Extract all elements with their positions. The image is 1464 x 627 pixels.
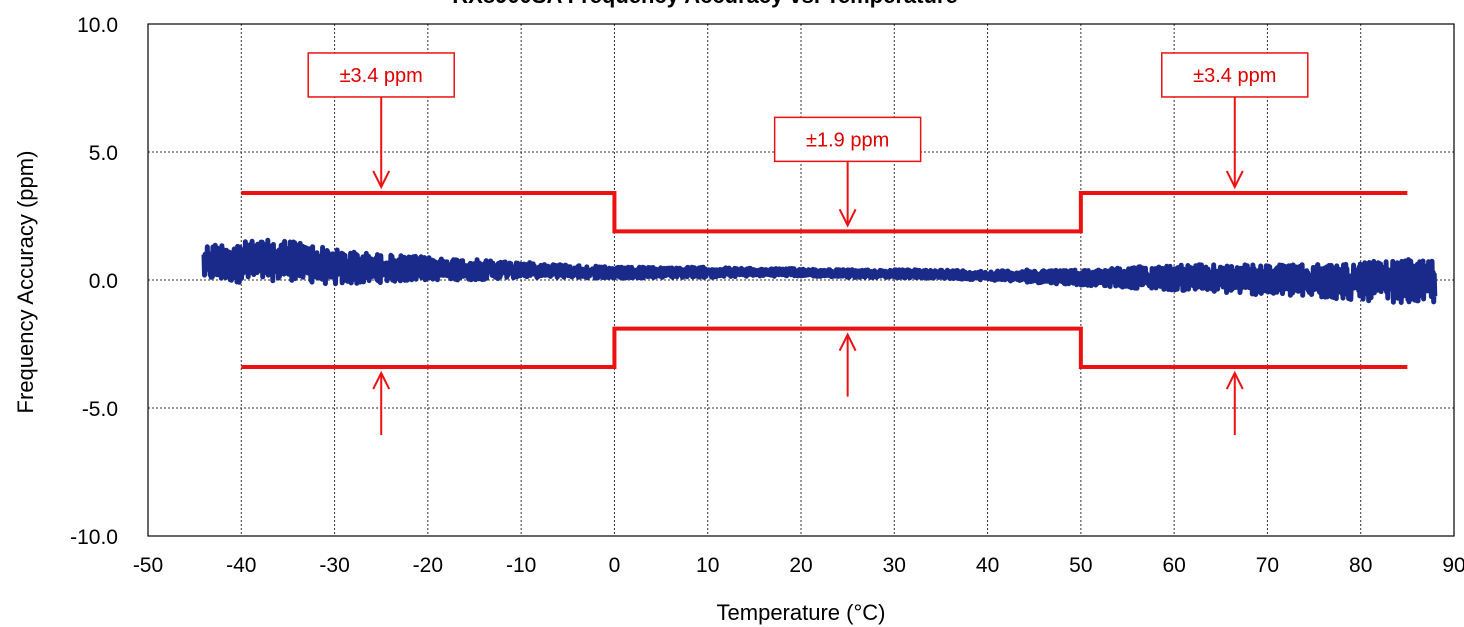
x-tick-label: -30 (319, 554, 349, 577)
x-tick-label: -20 (413, 554, 443, 577)
x-tick-label: -50 (133, 554, 163, 577)
y-tick-label: 5.0 (89, 142, 118, 165)
x-tick-label: 70 (1256, 554, 1279, 577)
arrow-up-head (372, 370, 391, 390)
annotation-label: ±3.4 ppm (1193, 65, 1276, 87)
x-tick-label: 10 (696, 554, 719, 577)
annotation-label: ±3.4 ppm (340, 65, 423, 87)
arrow-up-head (838, 332, 857, 352)
x-tick-label: -40 (226, 554, 256, 577)
x-tick-label: -10 (506, 554, 536, 577)
x-tick-label: 0 (609, 554, 621, 577)
y-tick-label: -10.0 (70, 526, 118, 549)
annotation-box (773, 116, 922, 163)
annotation-box (1161, 52, 1309, 98)
limit-lines (241, 190, 1408, 370)
data-series (201, 237, 1438, 305)
y-tick-label: 10.0 (77, 14, 118, 37)
plot-frame (147, 23, 1455, 537)
x-axis-label: Temperature (°C) (717, 600, 886, 625)
chart-title: RX8900SA Frequency Accuracy vs. Temperat… (452, 0, 957, 8)
arrow-up-head (1225, 370, 1244, 390)
arrow-down-head (372, 170, 391, 190)
x-tick-label: 60 (1162, 554, 1185, 577)
arrow-down-head (838, 208, 857, 228)
x-tick-label: 20 (789, 554, 812, 577)
y-tick-label: 0.0 (89, 270, 118, 293)
x-tick-label: 40 (976, 554, 999, 577)
limit-line-lower (241, 326, 1408, 370)
x-tick-label: 90 (1442, 554, 1464, 577)
limit-line-upper (241, 190, 1408, 234)
x-tick-label: 50 (1069, 554, 1092, 577)
annotation-label: ±1.9 ppm (806, 129, 889, 151)
data-series-line (201, 237, 1438, 305)
x-tick-label: 80 (1349, 554, 1372, 577)
y-axis-label: Frequency Accuracy (ppm) (13, 151, 38, 414)
annotations: ±3.4 ppm ±1.9 ppm ±3.4 ppm (307, 52, 1309, 436)
tick-labels: -50 -40 -30 -20 -10 0 10 20 30 40 50 60 70 80 90 10.0 5.… (70, 14, 1464, 577)
y-tick-label: -5.0 (82, 398, 118, 421)
arrow-down-head (1225, 170, 1244, 190)
x-tick-label: 30 (883, 554, 906, 577)
